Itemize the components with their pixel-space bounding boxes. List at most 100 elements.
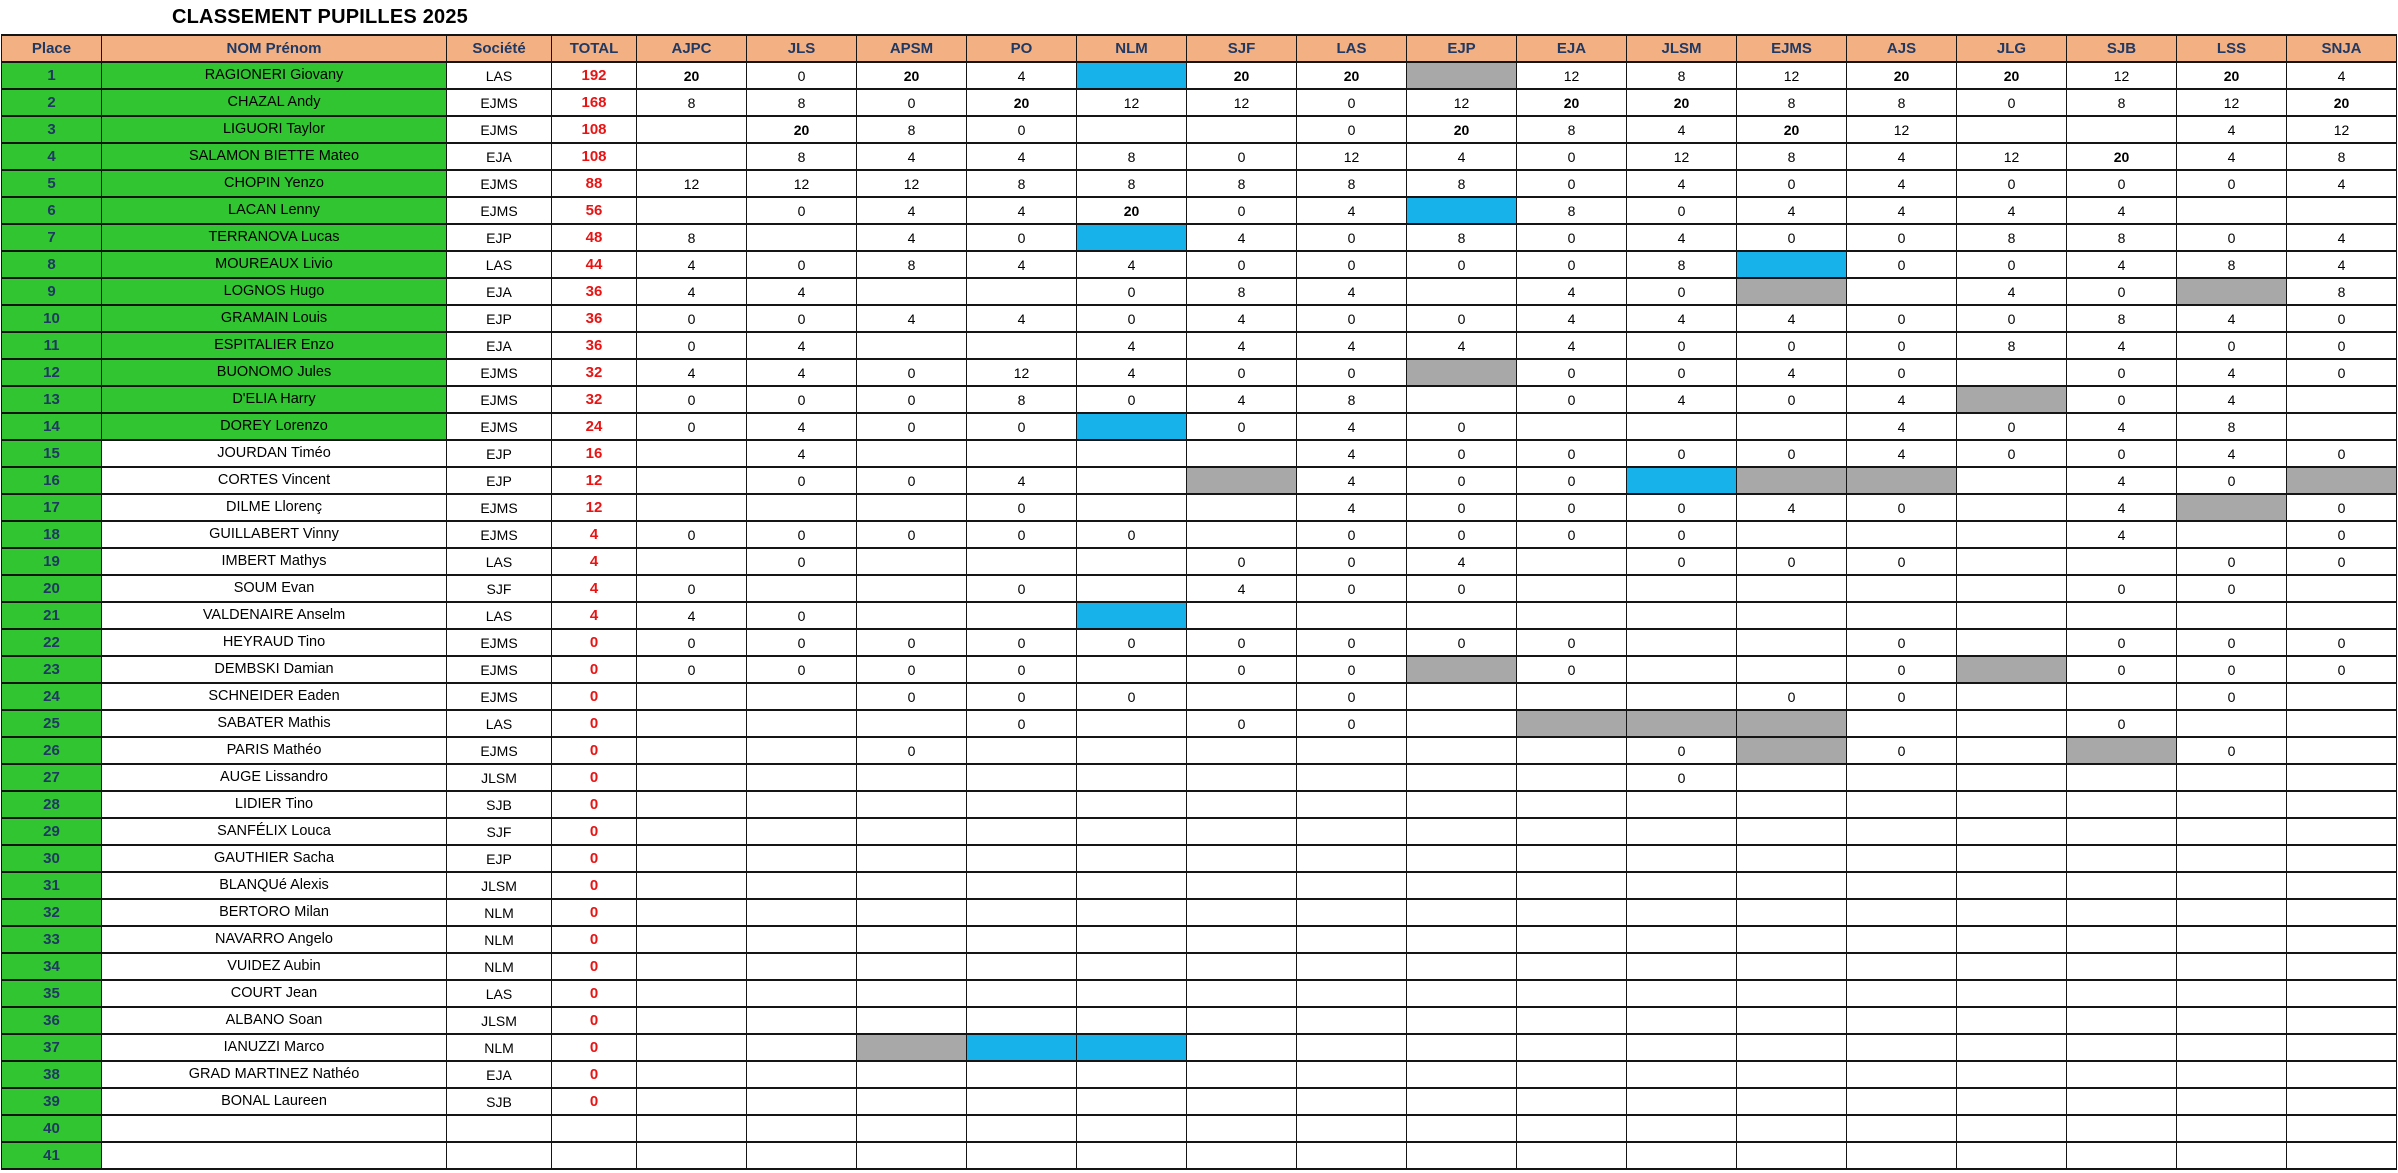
score-cell-jlg [1956, 628, 2067, 657]
score-cell-jlsm [1626, 817, 1737, 846]
score-cell-apsm [856, 547, 967, 576]
score-cell-las [1296, 979, 1407, 1008]
player-name-cell: LIDIER Tino [101, 790, 447, 819]
score-cell-sjf [1186, 925, 1297, 954]
score-cell-jlg: 0 [1956, 88, 2067, 117]
score-cell-jlg: 4 [1956, 196, 2067, 225]
score-cell-sjf [1186, 736, 1297, 765]
header-row: Place NOM Prénom Société TOTAL AJPC JLS APSM PO… [1, 34, 2397, 63]
score-cell-ejms [1736, 466, 1847, 495]
score-cell-jlsm [1626, 1060, 1737, 1089]
score-cell-ejms: 4 [1736, 304, 1847, 333]
score-cell-ejms [1736, 709, 1847, 738]
score-cell-ejp [1406, 1087, 1517, 1116]
score-cell-ajpc [636, 1060, 747, 1089]
score-cell-ajs: 0 [1846, 331, 1957, 360]
place-cell: 12 [1, 358, 102, 387]
score-cell-eja [1516, 790, 1627, 819]
club-cell: EJP [446, 844, 552, 873]
score-cell-sjb: 4 [2066, 331, 2177, 360]
player-name-cell: JOURDAN Timéo [101, 439, 447, 468]
score-cell-eja [1516, 979, 1627, 1008]
score-cell-jls [746, 952, 857, 981]
score-cell-ajs: 12 [1846, 115, 1957, 144]
score-cell-ejp: 12 [1406, 88, 1517, 117]
score-cell-ajs [1846, 925, 1957, 954]
score-cell-jlg [1956, 736, 2067, 765]
score-cell-po: 8 [966, 385, 1077, 414]
score-cell-nlm [1076, 817, 1187, 846]
score-cell-eja: 4 [1516, 331, 1627, 360]
col-header-jls: JLS [746, 34, 857, 63]
club-cell: EJMS [446, 385, 552, 414]
score-cell-lss [2176, 709, 2287, 738]
score-cell-ejp: 20 [1406, 115, 1517, 144]
table-row: 29 SANFÉLIX Louca SJF 0 [1, 817, 2397, 846]
score-cell-nlm [1076, 223, 1187, 252]
score-cell-las [1296, 736, 1407, 765]
score-cell-lss [2176, 817, 2287, 846]
score-cell-jlsm [1626, 979, 1737, 1008]
place-cell: 2 [1, 88, 102, 117]
score-cell-sjb: 0 [2066, 169, 2177, 198]
score-cell-las: 0 [1296, 520, 1407, 549]
score-cell-nlm: 0 [1076, 385, 1187, 414]
score-cell-eja: 0 [1516, 169, 1627, 198]
score-cell-snja [2286, 709, 2397, 738]
score-cell-sjb: 4 [2066, 520, 2177, 549]
score-cell-ejms [1736, 898, 1847, 927]
score-cell-snja [2286, 412, 2397, 441]
score-cell-sjb: 12 [2066, 61, 2177, 90]
score-cell-ejms [1736, 1114, 1847, 1143]
col-header-name: NOM Prénom [101, 34, 447, 63]
score-cell-jlg [1956, 844, 2067, 873]
score-cell-sjb: 0 [2066, 358, 2177, 387]
score-cell-jls: 0 [746, 61, 857, 90]
score-cell-ajpc [636, 1006, 747, 1035]
score-cell-ajpc [636, 1033, 747, 1062]
score-cell-apsm [856, 952, 967, 981]
score-cell-apsm: 0 [856, 412, 967, 441]
player-name-cell: RAGIONERI Giovany [101, 61, 447, 90]
score-cell-sjb: 0 [2066, 385, 2177, 414]
score-cell-jls [746, 817, 857, 846]
score-cell-ajpc: 12 [636, 169, 747, 198]
total-cell: 24 [551, 412, 637, 441]
score-cell-ajpc [636, 844, 747, 873]
score-cell-ajpc [636, 952, 747, 981]
table-row: 4 SALAMON BIETTE Mateo EJA 108 8 4 4 8 0 12 4 0 12 8 4… [1, 142, 2397, 171]
club-cell: EJMS [446, 88, 552, 117]
total-cell: 44 [551, 250, 637, 279]
score-cell-jls [746, 493, 857, 522]
place-cell: 10 [1, 304, 102, 333]
score-cell-jls [746, 871, 857, 900]
score-cell-jls: 0 [746, 385, 857, 414]
score-cell-las: 0 [1296, 250, 1407, 279]
player-name-cell: TERRANOVA Lucas [101, 223, 447, 252]
score-cell-jlg [1956, 1060, 2067, 1089]
score-cell-ajpc [636, 439, 747, 468]
score-cell-jlsm: 0 [1626, 331, 1737, 360]
score-cell-ajpc [636, 709, 747, 738]
score-cell-po [966, 547, 1077, 576]
score-cell-ejp [1406, 1114, 1517, 1143]
score-cell-sjb [2066, 601, 2177, 630]
score-cell-sjb: 8 [2066, 304, 2177, 333]
score-cell-eja: 0 [1516, 250, 1627, 279]
score-cell-ajpc: 20 [636, 61, 747, 90]
score-cell-jlsm: 0 [1626, 547, 1737, 576]
club-cell: LAS [446, 709, 552, 738]
score-cell-po [966, 736, 1077, 765]
player-name-cell: BLANQUé Alexis [101, 871, 447, 900]
score-cell-jlg: 0 [1956, 439, 2067, 468]
score-cell-jlg: 12 [1956, 142, 2067, 171]
score-cell-eja [1516, 601, 1627, 630]
score-cell-ejms [1736, 412, 1847, 441]
score-cell-lss: 0 [2176, 223, 2287, 252]
player-name-cell: COURT Jean [101, 979, 447, 1008]
score-cell-sjb [2066, 1141, 2177, 1170]
score-cell-po [966, 1114, 1077, 1143]
score-cell-jlsm: 4 [1626, 385, 1737, 414]
total-cell: 36 [551, 331, 637, 360]
total-cell: 12 [551, 466, 637, 495]
